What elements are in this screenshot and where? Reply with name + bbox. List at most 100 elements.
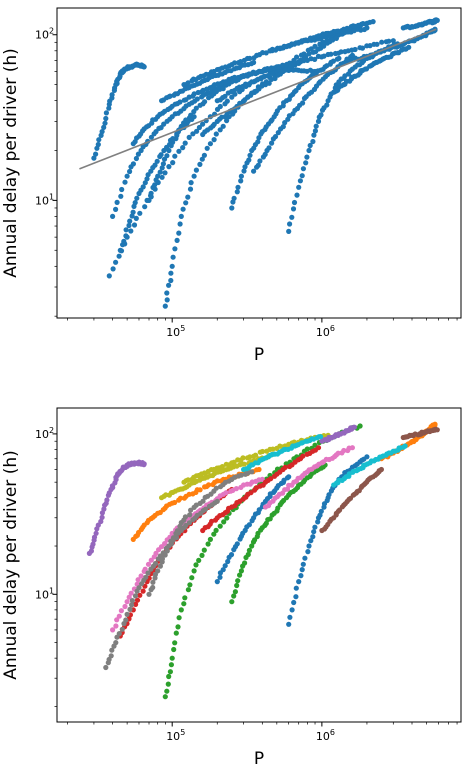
- data-point: [108, 653, 114, 659]
- data-point: [262, 151, 268, 157]
- data-point: [222, 563, 228, 569]
- data-point: [110, 266, 116, 272]
- data-point: [114, 617, 120, 623]
- data-point: [122, 179, 128, 185]
- data-point: [196, 124, 202, 131]
- data-point: [296, 579, 302, 585]
- data-point: [137, 592, 143, 598]
- data-point: [116, 613, 122, 619]
- data-point: [306, 51, 312, 57]
- data-point: [234, 582, 240, 589]
- data-point: [201, 547, 207, 553]
- data-point: [103, 115, 109, 122]
- data-point: [324, 102, 330, 108]
- data-point: [305, 549, 311, 555]
- data-point: [193, 105, 199, 111]
- data-point: [122, 603, 128, 610]
- data-point: [172, 153, 178, 159]
- data-point: [140, 588, 146, 594]
- data-point: [238, 178, 244, 184]
- data-point: [315, 519, 321, 525]
- data-point: [118, 608, 124, 614]
- data-point: [275, 130, 281, 136]
- data-point: [220, 567, 226, 573]
- data-point: [214, 498, 220, 504]
- data-point: [245, 470, 251, 476]
- data-point: [222, 93, 228, 99]
- data-point: [432, 421, 438, 427]
- ticks-top: 105 106 101 102: [35, 27, 458, 339]
- data-point: [211, 137, 217, 143]
- data-point: [128, 590, 134, 596]
- data-point: [266, 80, 272, 86]
- data-point: [378, 466, 384, 473]
- data-point: [261, 74, 267, 80]
- data-point: [182, 140, 188, 146]
- data-point: [91, 155, 97, 161]
- data-point: [162, 303, 168, 309]
- data-point: [374, 41, 380, 47]
- data-point: [110, 627, 116, 633]
- data-point: [172, 499, 178, 506]
- data-point: [235, 184, 241, 190]
- data-point: [251, 59, 257, 66]
- data-point: [220, 123, 226, 129]
- data-point: [144, 176, 150, 182]
- data-point: [175, 624, 181, 630]
- data-point: [134, 195, 140, 201]
- data-point: [129, 602, 135, 608]
- data-point: [177, 99, 183, 105]
- series-3: [117, 486, 235, 639]
- y-tick-label: 102: [35, 27, 54, 42]
- data-point: [167, 141, 173, 148]
- data-point: [349, 52, 355, 59]
- data-point: [190, 131, 196, 137]
- data-point: [181, 601, 187, 607]
- data-point: [118, 193, 124, 199]
- data-point: [110, 213, 116, 219]
- data-point: [109, 92, 115, 98]
- data-point: [269, 140, 275, 146]
- data-point: [194, 128, 200, 134]
- data-point: [251, 168, 257, 174]
- data-point: [128, 228, 134, 234]
- series-11: [130, 59, 298, 147]
- data-point: [234, 189, 240, 195]
- data-point: [237, 572, 243, 578]
- data-point: [157, 169, 163, 175]
- data-point: [196, 557, 202, 564]
- data-point: [300, 453, 306, 459]
- data-point: [116, 253, 122, 259]
- data-point: [297, 178, 303, 184]
- data-point: [165, 681, 171, 687]
- data-point: [162, 552, 168, 558]
- data-point: [312, 56, 318, 63]
- data-point: [133, 155, 139, 162]
- series-12: [229, 462, 328, 605]
- data-point: [166, 673, 172, 680]
- data-point: [223, 490, 229, 496]
- data-point: [132, 200, 138, 206]
- data-point: [234, 541, 240, 547]
- data-point: [201, 152, 207, 158]
- data-point: [232, 74, 238, 80]
- data-point: [141, 64, 147, 70]
- series-19: [241, 434, 324, 473]
- data-point: [180, 145, 186, 151]
- data-point: [191, 568, 197, 574]
- data-point: [379, 39, 385, 45]
- series-0: [86, 459, 147, 557]
- series-5: [400, 426, 440, 441]
- data-point: [168, 277, 174, 284]
- data-point: [291, 199, 298, 206]
- data-point: [205, 541, 211, 547]
- data-point: [99, 129, 105, 135]
- data-point: [300, 561, 306, 567]
- data-point: [177, 221, 183, 227]
- data-point: [170, 136, 176, 142]
- data-point: [263, 50, 269, 56]
- data-point: [131, 222, 138, 228]
- data-point: [132, 593, 139, 599]
- data-point: [299, 173, 305, 179]
- data-point: [123, 233, 129, 239]
